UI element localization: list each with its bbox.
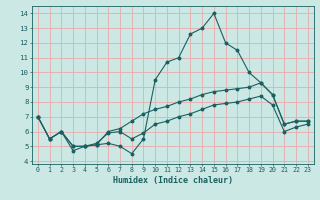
X-axis label: Humidex (Indice chaleur): Humidex (Indice chaleur) — [113, 176, 233, 185]
